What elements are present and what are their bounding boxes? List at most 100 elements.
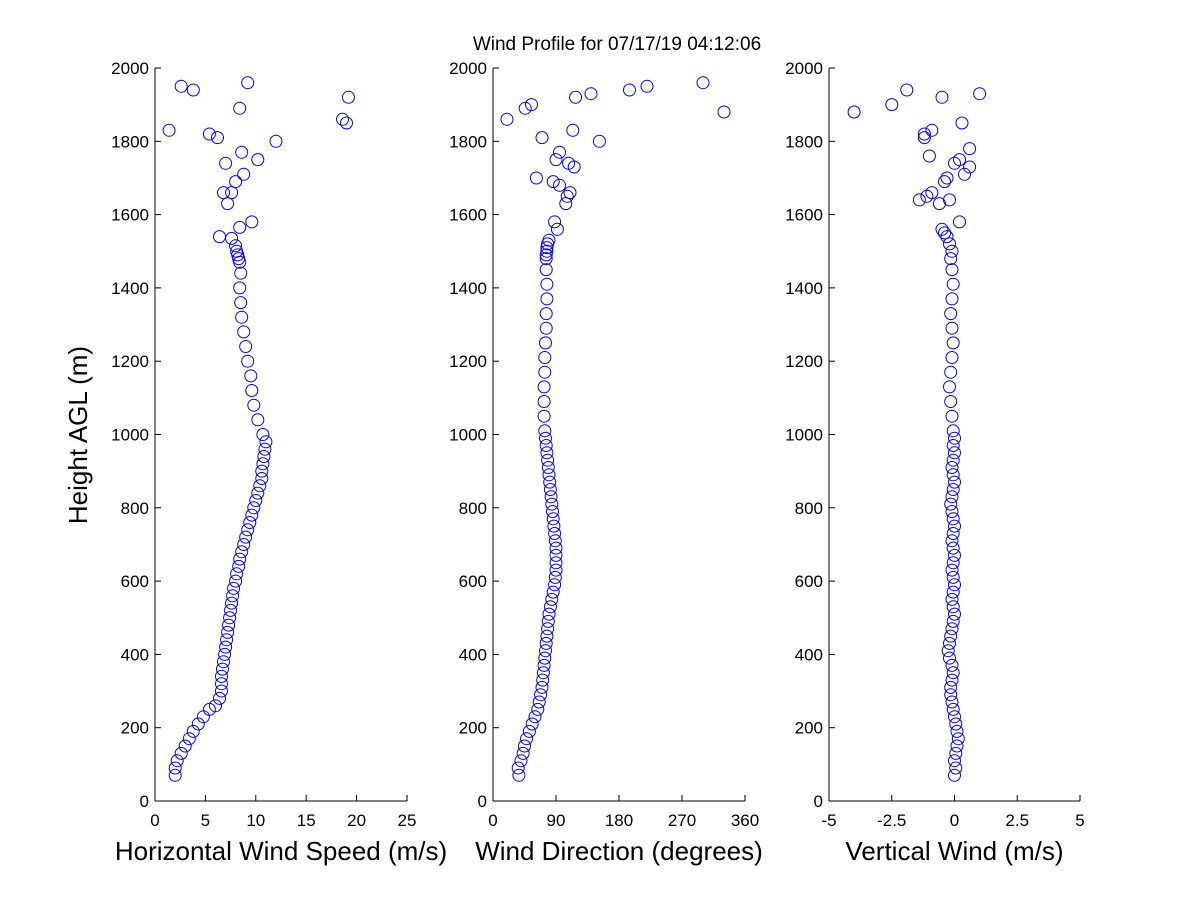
direction-data-point (549, 548, 563, 562)
speed-data-point (174, 746, 188, 760)
speed-data-point (233, 281, 247, 295)
direction-data-point (525, 98, 538, 112)
direction-x-tick-label: 90 (547, 811, 566, 830)
vertical-wind-data-point (943, 651, 956, 665)
speed-x-tick-label: 5 (201, 811, 210, 830)
speed-x-tick-label: 10 (246, 811, 265, 830)
speed-y-tick-label: 1800 (111, 132, 149, 151)
direction-data-point (549, 556, 563, 570)
vertical-wind-y-tick-label: 1200 (785, 352, 823, 371)
speed-x-tick-label: 20 (347, 811, 366, 830)
speed-x-tick-label: 25 (398, 811, 417, 830)
speed-data-point (245, 384, 259, 397)
vertical-wind-data-point (925, 123, 939, 137)
vertical-wind-data-point (943, 636, 956, 650)
direction-data-point (539, 321, 553, 335)
vertical-wind-data-point (944, 680, 958, 694)
speed-data-point (186, 724, 200, 738)
speed-data-point (233, 101, 247, 115)
vertical-wind-data-point (946, 439, 960, 452)
direction-data-point (539, 644, 552, 658)
direction-data-point (559, 197, 573, 211)
direction-data-point (569, 90, 583, 104)
vertical-wind-data-point (948, 768, 961, 782)
vertical-wind-data-point (946, 512, 960, 526)
speed-data-point (229, 175, 243, 189)
speed-x-axis-label: Horizontal Wind Speed (m/s) (115, 836, 447, 866)
vertical-wind-data-point (935, 90, 949, 104)
speed-data-point (221, 625, 235, 639)
vertical-wind-data-point (945, 658, 959, 672)
speed-data-point (255, 472, 269, 485)
direction-panel: 0 90 180 270 360 0 200 400 600 800 1000 1200 1400 160… (449, 59, 763, 866)
vertical-wind-data-point (948, 519, 961, 533)
direction-data-point (542, 607, 556, 621)
y-axis-label: Height AGL (m) (63, 346, 93, 524)
direction-data-point (566, 123, 580, 137)
speed-data-point (218, 647, 232, 661)
direction-data-point (541, 461, 555, 474)
vertical-wind-data-point (951, 732, 965, 746)
speed-y-tick-label: 1400 (111, 279, 149, 298)
speed-data-point (253, 479, 267, 493)
speed-data-point (234, 266, 248, 280)
direction-y-tick-label: 1400 (449, 279, 487, 298)
direction-data-point (546, 512, 560, 526)
direction-data-point (516, 746, 530, 760)
direction-data-point (543, 475, 557, 489)
vertical-wind-data-point (946, 527, 960, 540)
direction-data-point (538, 424, 552, 438)
speed-data-point (342, 90, 355, 104)
direction-data-point (549, 563, 563, 577)
speed-data-point (178, 739, 192, 753)
vertical-wind-data-point (946, 468, 960, 482)
direction-y-tick-label: 1200 (449, 352, 487, 371)
vertical-wind-data-point (944, 395, 958, 408)
direction-y-tick-label: 1000 (449, 426, 487, 445)
vertical-wind-x-tick-label: 0 (950, 811, 959, 830)
direction-data-point (525, 717, 539, 731)
speed-y-tick-label: 1000 (111, 426, 149, 445)
vertical-wind-data-point (946, 541, 960, 555)
direction-data-point (541, 453, 555, 467)
vertical-wind-data-point (945, 321, 959, 335)
speed-data-point (251, 486, 265, 500)
direction-data-point (536, 673, 550, 687)
speed-y-tick-label: 0 (140, 792, 149, 811)
speed-panel: 0 5 10 15 20 25 0 200 400 600 800 1000 1200 1400 1600 1… (111, 59, 447, 866)
vertical-wind-data-point (948, 607, 961, 621)
speed-data-point (241, 354, 255, 368)
direction-data-point (537, 409, 551, 423)
speed-data-point (220, 633, 234, 647)
vertical-wind-y-tick-label: 1400 (785, 279, 823, 298)
direction-data-point (548, 534, 562, 548)
speed-data-point (235, 545, 249, 559)
vertical-wind-x-tick-label: 2.5 (1005, 811, 1029, 830)
direction-y-tick-label: 800 (459, 499, 487, 518)
direction-data-point (717, 105, 731, 119)
vertical-wind-data-point (945, 505, 959, 518)
speed-data-point (235, 145, 249, 159)
speed-data-point (229, 574, 243, 588)
speed-data-point (216, 662, 229, 676)
vertical-wind-data-point (946, 702, 960, 716)
speed-data-point (223, 611, 237, 625)
vertical-wind-data-point (946, 585, 960, 599)
vertical-wind-data-point (935, 222, 949, 236)
vertical-wind-data-point (948, 446, 961, 460)
vertical-wind-y-tick-label: 0 (814, 792, 823, 811)
speed-data-point (217, 186, 230, 200)
speed-data-point (215, 684, 228, 698)
vertical-wind-data-point (944, 307, 958, 321)
direction-data-point (528, 710, 542, 724)
vertical-wind-data-point (945, 563, 959, 577)
speed-data-point (229, 239, 243, 253)
direction-y-tick-label: 400 (459, 645, 487, 664)
direction-data-point (560, 189, 574, 203)
vertical-wind-y-tick-label: 1000 (785, 426, 823, 445)
speed-data-point (251, 153, 265, 167)
direction-data-point (592, 134, 606, 148)
direction-data-point (547, 519, 561, 533)
speed-y-tick-label: 800 (121, 499, 149, 518)
speed-data-point (233, 220, 247, 234)
